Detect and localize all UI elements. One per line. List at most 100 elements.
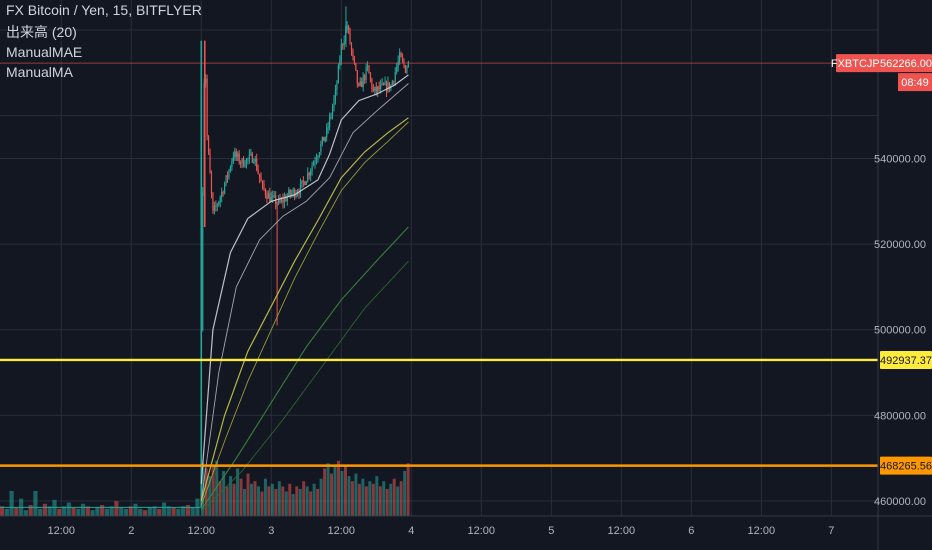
candle-body (235, 151, 237, 157)
candle-body (323, 136, 325, 142)
candle-body (330, 115, 332, 117)
candle-body (215, 205, 217, 207)
candle-body (347, 26, 350, 31)
candle-body (267, 193, 269, 199)
volume-bar (270, 483, 274, 516)
candle-body (221, 192, 223, 198)
volume-bar (104, 508, 109, 516)
volume-bar (23, 510, 28, 516)
candle-body (388, 82, 391, 90)
volume-bars (0, 460, 410, 516)
candle-body (369, 73, 372, 80)
candle-body (318, 152, 321, 157)
candle-body (312, 162, 315, 166)
candle-body (247, 158, 249, 160)
volume-bar (71, 507, 76, 516)
candle-body (387, 82, 389, 92)
legend-title: FX Bitcoin / Yen, 15, BITFLYER (6, 2, 202, 18)
volume-bar (340, 470, 344, 516)
candle-body (257, 169, 259, 174)
candle-body (272, 195, 274, 198)
volume-bar (385, 488, 389, 516)
volume-bar (215, 460, 219, 516)
candle-body (260, 177, 262, 182)
yellow-level-badge: 492937.37 (880, 350, 932, 369)
symbol-badge-label: FXBTCJPY (831, 58, 888, 70)
candle-body (261, 181, 264, 184)
candle-body (205, 78, 207, 84)
candle-body (374, 86, 376, 91)
candle-body (291, 192, 293, 195)
candle-body (224, 184, 226, 194)
candle-body (353, 56, 356, 64)
volume-bar (357, 483, 361, 516)
time-tick-label: 6 (688, 525, 694, 537)
candle-body (253, 161, 255, 163)
volume-bar (138, 508, 143, 516)
candle-body (336, 83, 338, 90)
candle-body (285, 197, 287, 202)
candle-body (213, 205, 215, 211)
candle-body (269, 193, 271, 202)
price-tick-label: 520000.00 (874, 239, 926, 251)
candle-body (212, 192, 214, 211)
legend-ma: ManualMA (6, 64, 73, 80)
candle-body (329, 116, 331, 128)
legend-volume: 出来高 (20) (6, 24, 77, 40)
candle-body (237, 153, 239, 157)
price-tick-label: 480000.00 (874, 410, 926, 422)
candle-body (333, 98, 335, 108)
candle-body (365, 67, 367, 80)
volume-bar (114, 501, 119, 516)
volume-bar (364, 486, 368, 516)
countdown-label: 08:49 (901, 77, 929, 89)
ma-line-ma3 (200, 117, 409, 502)
volume-bar (95, 507, 100, 516)
volume-bar (337, 460, 341, 516)
time-tick-label: 12:00 (188, 525, 216, 537)
time-tick-label: 12:00 (328, 525, 356, 537)
candle-body (340, 44, 342, 61)
candle-body (283, 197, 286, 203)
volume-bar (291, 494, 295, 516)
volume-bar (347, 476, 351, 516)
candle-body (314, 161, 316, 163)
volume-bar (406, 463, 410, 516)
volume-bar (57, 508, 62, 516)
ma-line-ma6 (200, 260, 409, 513)
candle-body (216, 204, 218, 207)
candle-body (346, 26, 348, 30)
candle-body (294, 189, 296, 197)
candle-body (209, 152, 211, 174)
candle-body (364, 75, 366, 80)
time-tick-label: 4 (408, 525, 414, 537)
candle-body (358, 83, 360, 86)
candle-body (407, 61, 409, 68)
candle-body (232, 157, 234, 162)
candle-body (228, 170, 230, 178)
volume-bar (305, 486, 309, 516)
volume-bar (61, 506, 67, 516)
volume-bar (211, 465, 215, 516)
orange-level-badge-label: 468265.56 (880, 461, 932, 473)
candle-body (245, 158, 248, 166)
candle-body (259, 173, 261, 178)
candle-body (250, 153, 252, 155)
candle-body (381, 83, 383, 85)
last-price-badge-bg (880, 54, 932, 73)
candle-body (210, 173, 213, 193)
candle-body (244, 165, 246, 167)
candle-body (226, 175, 229, 178)
volume-bar (218, 481, 222, 516)
chart-legend: FX Bitcoin / Yen, 15, BITFLYER 出来高 (20) … (6, 2, 202, 82)
countdown-badge: 08:49 (898, 73, 932, 92)
candle-body (308, 172, 310, 176)
volume-bar (42, 503, 48, 516)
legend-mae: ManualMAE (6, 44, 83, 60)
volume-bar (403, 470, 407, 516)
volume-bar (281, 486, 285, 516)
candle-body (324, 136, 326, 142)
